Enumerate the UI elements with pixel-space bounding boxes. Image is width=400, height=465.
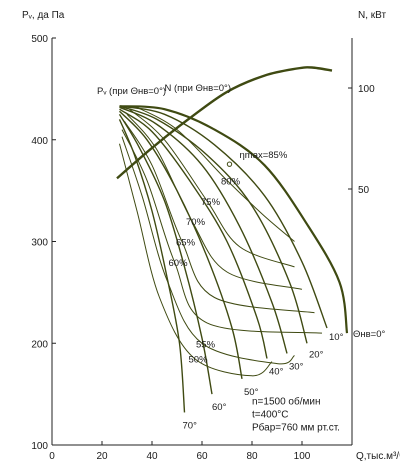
pressure-curve xyxy=(118,113,213,395)
x-tick-label: 0 xyxy=(49,451,55,462)
y-tick-label: 300 xyxy=(31,238,48,249)
operating-note: n=1500 об/мин xyxy=(252,395,320,407)
pressure-curve xyxy=(119,108,268,359)
pressure-curve-label: Θнв=0° xyxy=(353,329,386,340)
text-layer: 100 200 300 400 500 0 20 40 60 80 100 50 100 Pᵥ, да П… xyxy=(22,10,400,462)
pressure-curve xyxy=(119,105,308,344)
operating-note: Pбар=760 мм рт.ст. xyxy=(252,421,340,433)
efficiency-label: 70% xyxy=(186,217,206,228)
y-tick-label: 200 xyxy=(31,339,48,350)
y-right-axis-label: N, кВт xyxy=(358,10,386,21)
curves-layer xyxy=(116,66,349,413)
efficiency-contour xyxy=(121,136,295,365)
efficiency-contour xyxy=(119,143,273,377)
x-tick-label: 60 xyxy=(196,451,208,462)
pressure-curve xyxy=(119,106,288,354)
pressure-curve-label: 10° xyxy=(329,332,344,343)
efficiency-label: 65% xyxy=(176,238,196,249)
pressure-curve-label: 60° xyxy=(212,402,227,413)
pressure-curve-label: 40° xyxy=(269,367,284,378)
y-tick-label: 100 xyxy=(31,441,48,452)
efficiency-contour xyxy=(121,129,323,334)
y-tick-label: 400 xyxy=(31,136,48,147)
plot-frame xyxy=(51,37,353,446)
pressure-curve-label: 50° xyxy=(244,387,259,398)
x-tick-label: 80 xyxy=(246,451,258,462)
efficiency-label: 80% xyxy=(221,176,241,187)
y-tick-label: 500 xyxy=(31,34,48,45)
pressure-curve xyxy=(119,105,328,329)
pressure-curve xyxy=(118,119,186,413)
efficiency-label: 50% xyxy=(189,355,209,366)
efficiency-label: 75% xyxy=(201,197,221,208)
efficiency-label: 55% xyxy=(196,339,216,350)
power-annotation: N (при Θнв=0°) xyxy=(165,83,232,94)
x-tick-label: 100 xyxy=(294,451,311,462)
efficiency-contour xyxy=(134,105,295,242)
pressure-curve xyxy=(118,110,243,380)
x-tick-label: 40 xyxy=(146,451,158,462)
pressure-curve-label: 20° xyxy=(309,349,324,360)
pressure-curve xyxy=(119,105,349,334)
max-efficiency-label: ηmax=85% xyxy=(240,150,288,161)
power-curve xyxy=(116,66,333,180)
y-right-tick-label: 50 xyxy=(358,185,370,196)
y-right-tick-label: 100 xyxy=(358,84,375,95)
pressure-annotation: Pᵥ (при Θнв=0°) xyxy=(97,86,166,97)
y-axis-label: Pᵥ, да Па xyxy=(22,10,65,21)
pressure-curve-label: 70° xyxy=(183,420,198,431)
efficiency-label: 60% xyxy=(169,258,189,269)
pressure-curve-label: 30° xyxy=(289,361,304,372)
operating-note: t=400°C xyxy=(252,409,289,420)
efficiency-contour xyxy=(129,108,295,268)
x-tick-label: 20 xyxy=(96,451,108,462)
x-axis-label: Q,тыс.м³/ч xyxy=(356,451,400,462)
max-efficiency-marker xyxy=(226,161,233,167)
